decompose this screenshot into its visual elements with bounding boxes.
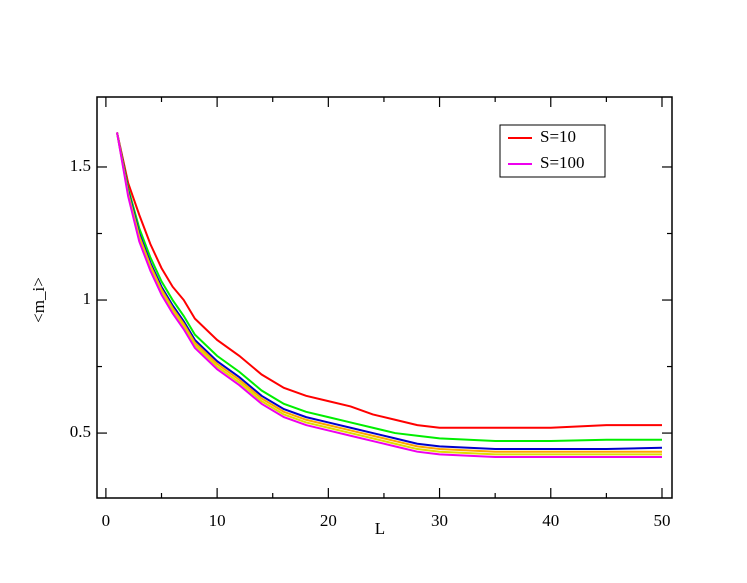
x-tick-label: 50 [653, 511, 670, 530]
y-tick-label: 0.5 [70, 422, 91, 441]
x-axis-label: L [375, 519, 385, 538]
series-line [116, 132, 662, 443]
series-line [116, 132, 662, 459]
series-line [116, 132, 663, 451]
legend-label: S=10 [540, 127, 576, 146]
y-tick-label: 1 [83, 289, 92, 308]
legend-label: S=100 [540, 153, 585, 172]
x-tick-label: 10 [209, 511, 226, 530]
series-line [116, 132, 662, 429]
legend-box [499, 124, 606, 178]
y-axis-label: <m_i> [29, 277, 48, 323]
x-tick-label: 0 [102, 511, 111, 530]
y-tick-label: 1.5 [70, 156, 91, 175]
x-tick-label: 40 [542, 511, 559, 530]
x-tick-label: 30 [431, 511, 448, 530]
x-tick-label: 20 [320, 511, 337, 530]
series-line [116, 132, 662, 456]
series-line [116, 132, 662, 453]
